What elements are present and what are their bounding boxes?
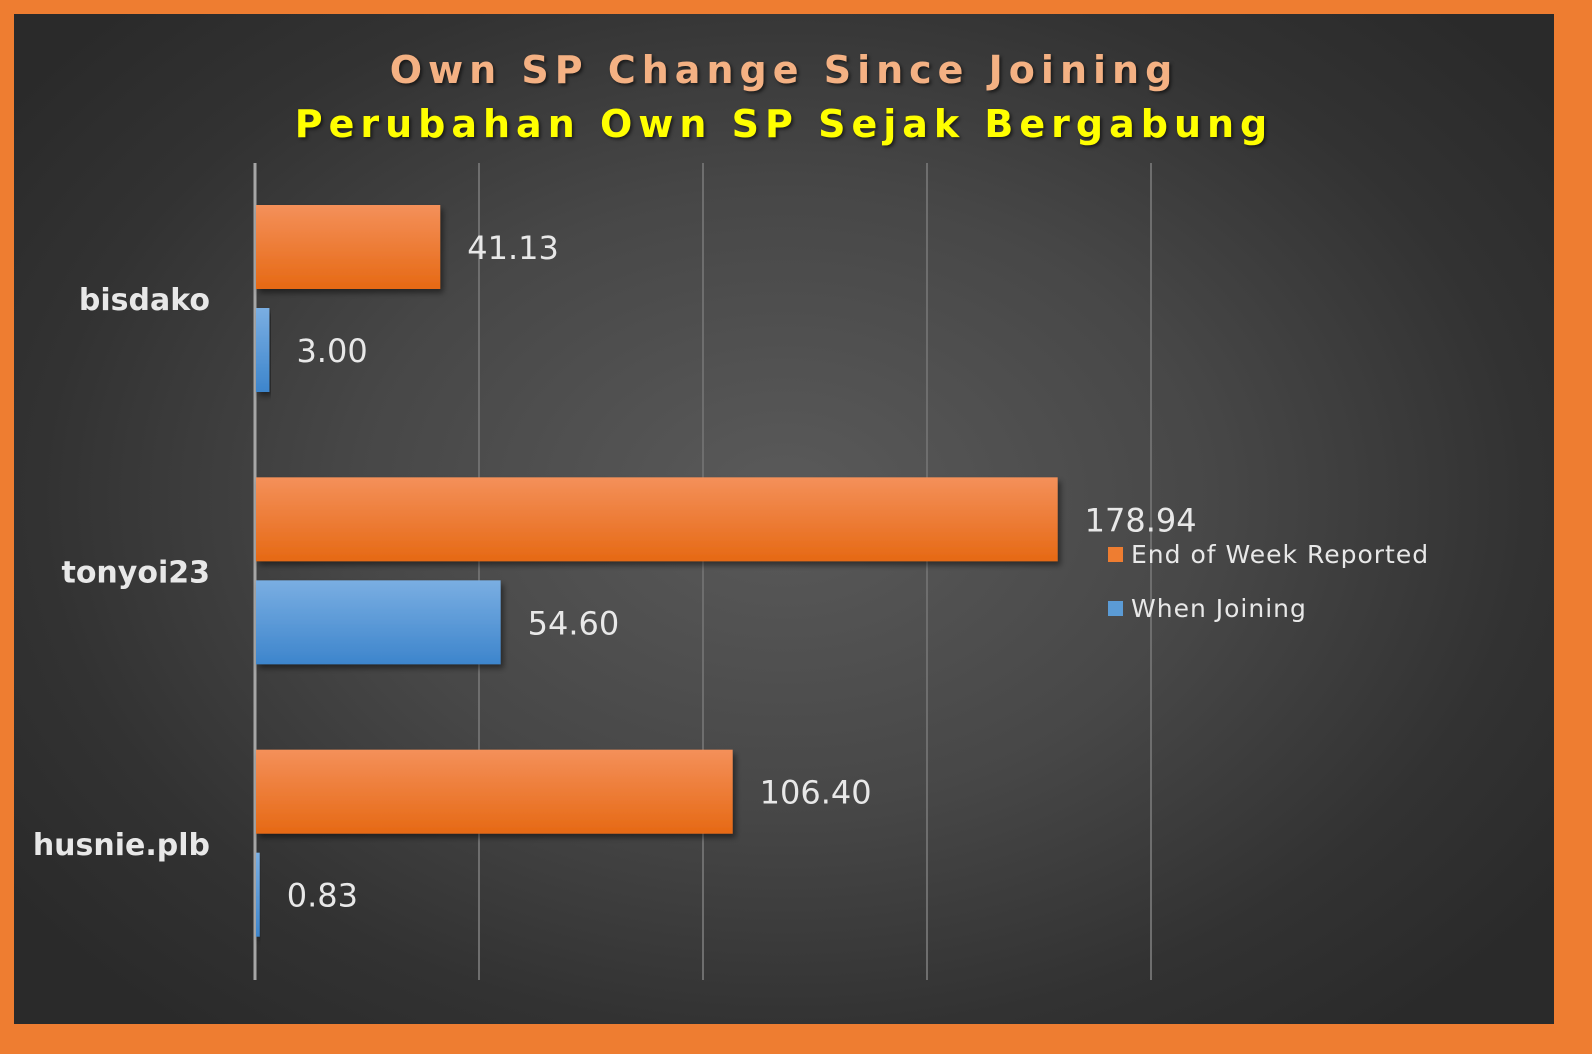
data-label: 106.40 xyxy=(760,774,872,812)
bar xyxy=(256,580,501,665)
bar xyxy=(256,308,270,392)
data-label: 41.13 xyxy=(467,229,559,267)
chart-legend: End of Week Reported When Joining xyxy=(1108,540,1429,648)
legend-item-when-joining: When Joining xyxy=(1108,593,1429,623)
category-label: husnie.plb xyxy=(33,828,210,863)
bar-chart: bisdako 41.13 3.00 tonyoi23 178.94 54.60 husni… xyxy=(33,163,1197,980)
data-label: 0.83 xyxy=(287,877,358,915)
bar xyxy=(256,749,733,834)
chart-frame: Own SP Change Since Joining Perubahan Ow… xyxy=(14,14,1554,1024)
chart-title: Own SP Change Since Joining xyxy=(389,48,1179,92)
category-label: bisdako xyxy=(79,283,210,318)
bar xyxy=(256,205,441,289)
category-label: tonyoi23 xyxy=(61,556,210,591)
legend-swatch-blue xyxy=(1108,600,1123,616)
bar xyxy=(256,477,1058,562)
bar xyxy=(256,852,260,937)
legend-swatch-orange xyxy=(1108,546,1123,562)
legend-label: End of Week Reported xyxy=(1131,539,1430,569)
data-label: 3.00 xyxy=(296,332,367,370)
data-label: 54.60 xyxy=(528,604,620,642)
data-label: 178.94 xyxy=(1085,501,1197,539)
legend-item-end-of-week: End of Week Reported xyxy=(1108,539,1430,569)
legend-label: When Joining xyxy=(1131,593,1307,623)
chart-subtitle: Perubahan Own SP Sejak Bergabung xyxy=(294,102,1274,146)
